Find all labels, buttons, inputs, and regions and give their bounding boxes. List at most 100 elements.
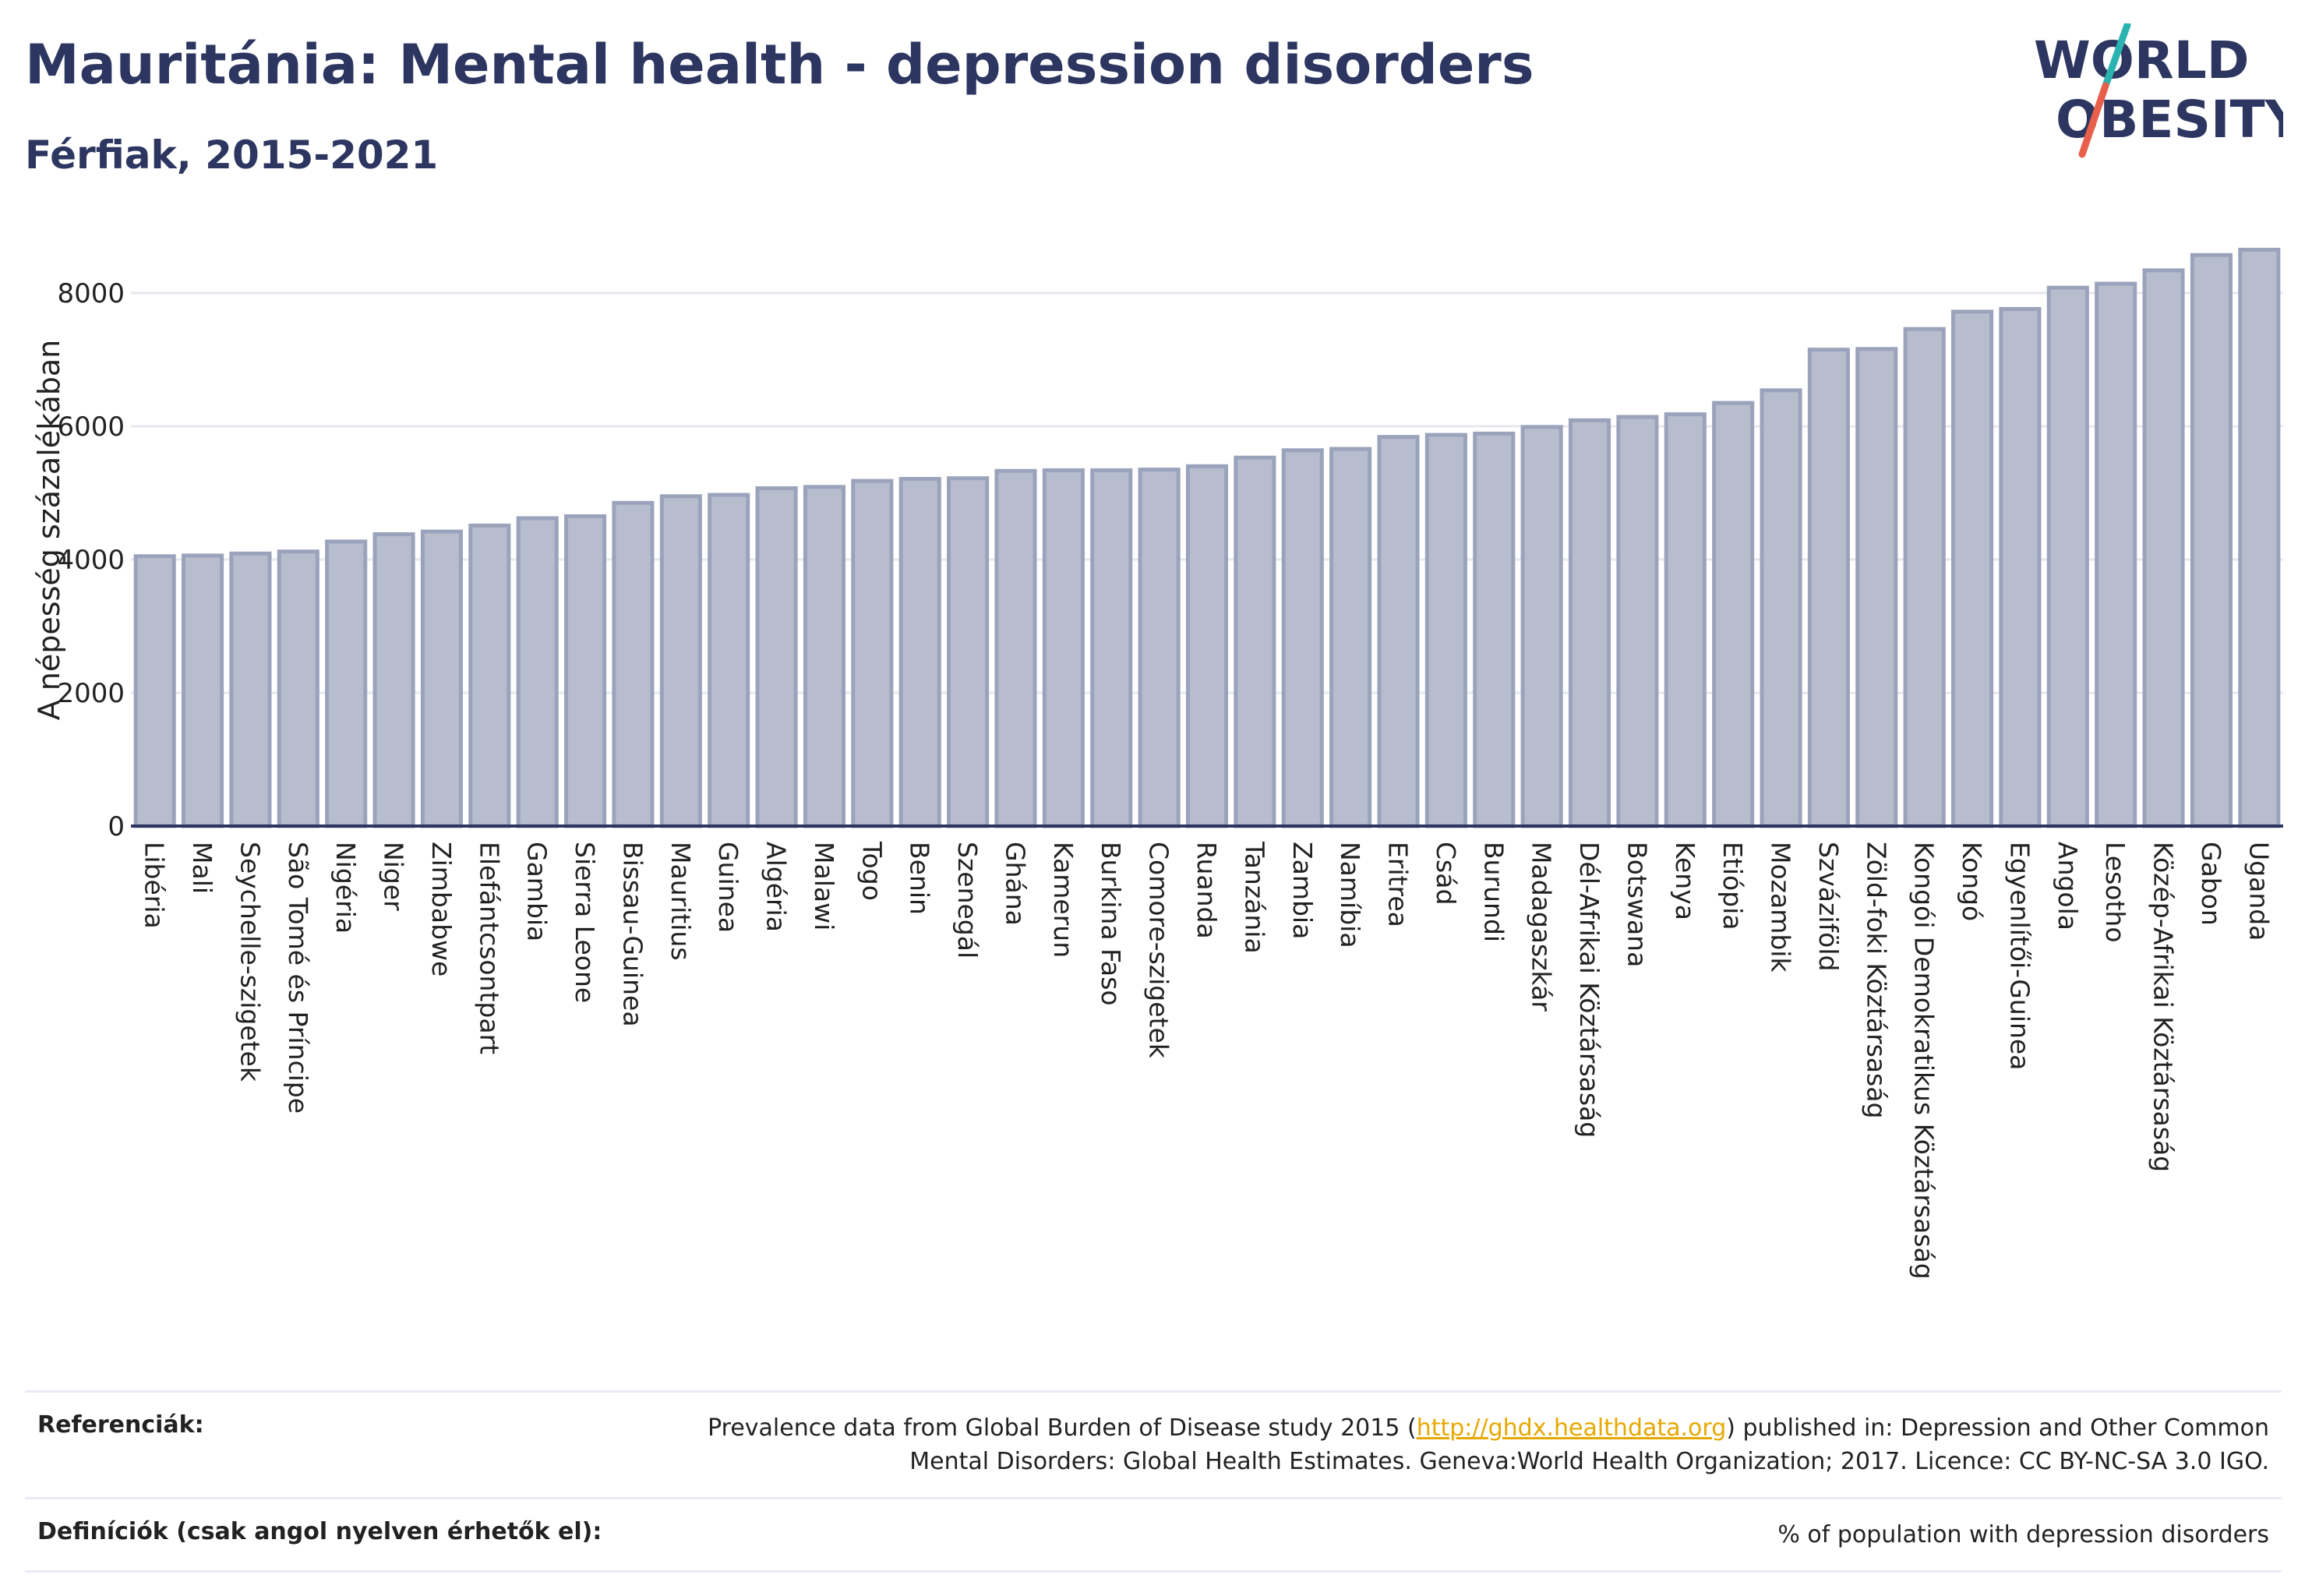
bar [1138, 468, 1181, 828]
x-tick-label: Botswana [1622, 842, 1652, 967]
x-tick-label: Ghána [1000, 842, 1030, 926]
bar [1712, 401, 1755, 828]
x-tick-label: Gabon [2196, 842, 2226, 926]
x-tick-label: Dél-Afrikai Köztársaság [1574, 842, 1604, 1138]
definitions-row: Definíciók (csak angol nyelven érhetők e… [25, 1497, 2282, 1573]
bars [133, 247, 2281, 828]
x-tick-label: Kenya [1670, 842, 1700, 920]
bar [325, 539, 368, 828]
bar [229, 551, 272, 828]
x-tick-label: Mozambik [1766, 842, 1796, 973]
x-tick-label: Kongói Demokratikus Köztársaság [1909, 842, 1940, 1280]
bar [468, 523, 511, 828]
bar [2190, 252, 2233, 828]
x-tick-label: Togo [856, 841, 887, 901]
bar [1377, 435, 1420, 828]
x-tick-label: Kongó [1957, 842, 1987, 921]
world-obesity-logo: WORLD OBESITY [2034, 23, 2283, 158]
bar [1760, 388, 1802, 828]
x-tick-label: Guinea [713, 842, 743, 933]
bar [612, 500, 655, 828]
bar [182, 553, 224, 828]
x-tick-label: Burkina Faso [1096, 842, 1126, 1006]
x-tick-label: Algéria [761, 842, 792, 932]
x-tick-labels: Libéria Mali Seychelle-szigetek São Tomé és… [139, 841, 2275, 1280]
x-tick-label: Mali [187, 842, 217, 894]
bar [1185, 464, 1229, 828]
x-tick-label: Etiópia [1717, 842, 1748, 930]
definitions-label: Definíciók (csak angol nyelven érhetők e… [37, 1518, 602, 1545]
x-tick-label: Ruanda [1191, 842, 1222, 939]
x-tick-label: Sierra Leone [570, 842, 600, 1003]
bar [1520, 425, 1563, 828]
logo-text-world: WORLD [2034, 30, 2250, 90]
page-title: Mauritánia: Mental health - depression d… [25, 33, 1534, 97]
bar [277, 549, 319, 828]
x-tick-label: Seychelle-szigetek [235, 842, 265, 1082]
references-text: Prevalence data from Global Burden of Di… [672, 1411, 2269, 1478]
bar [1473, 431, 1516, 828]
bar [564, 514, 607, 828]
bar [1329, 447, 1372, 828]
bar [372, 532, 415, 828]
bar [1424, 433, 1467, 828]
references-text-after: ) published in: Depression and Other Com… [909, 1414, 2269, 1475]
y-tick-labels: 0 2000 4000 6000 8000 [57, 278, 125, 842]
x-tick-label: Eritrea [1383, 842, 1414, 927]
page-subtitle: Férfiak, 2015-2021 [25, 132, 439, 178]
bar [1903, 327, 1946, 828]
x-tick-label: Lesotho [2100, 842, 2130, 943]
references-link[interactable]: http://ghdx.healthdata.org [1416, 1414, 1727, 1442]
bar-chart: 0 2000 4000 6000 8000 Libéria Mali Seychelle-s… [32, 247, 2283, 1280]
references-text-before: Prevalence data from Global Burden of Di… [708, 1414, 1417, 1442]
bar [1234, 455, 1276, 828]
bar [947, 476, 990, 828]
x-tick-label: Libéria [139, 842, 170, 929]
x-tick-label: Zimbabwe [426, 842, 457, 976]
bar [1281, 448, 1324, 828]
x-tick-label: Csád [1431, 842, 1461, 905]
x-tick-label: Uganda [2243, 842, 2274, 941]
x-tick-label: Madagaszkár [1527, 842, 1557, 1012]
x-tick-label: Benin [905, 842, 935, 915]
bar [420, 529, 464, 828]
logo-slash-red [2078, 82, 2109, 158]
bar [1950, 309, 1994, 828]
y-tick-label: 0 [108, 811, 125, 842]
x-tick-label: Közép-Afrikai Köztársaság [2148, 842, 2179, 1172]
x-tick-label: Mauritius [665, 842, 696, 961]
references-label: Referenciák: [37, 1411, 204, 1439]
bar [2142, 268, 2185, 828]
bar [133, 554, 176, 828]
x-tick-label: Comore-szigetek [1144, 842, 1174, 1059]
definitions-text: % of population with depression disorder… [1777, 1521, 2269, 1548]
x-tick-label: Zöld-foki Köztársaság [1861, 842, 1891, 1118]
bar [1042, 468, 1085, 828]
bar [1999, 307, 2042, 828]
y-tick-label: 4000 [57, 545, 125, 576]
x-tick-label: São Tomé és Príncipe [283, 842, 313, 1114]
bar [516, 516, 559, 828]
x-tick-label: Namíbia [1335, 842, 1365, 948]
bar [2095, 281, 2137, 828]
references-row: Referenciák: Prevalence data from Global… [25, 1390, 2282, 1497]
x-tick-label: Kamerun [1048, 842, 1078, 958]
bar [659, 494, 702, 828]
y-tick-label: 2000 [57, 678, 125, 709]
bar [1664, 412, 1707, 828]
bar [1807, 348, 1850, 828]
x-tick-label: Niger [379, 842, 409, 911]
logo-slash-teal [2102, 23, 2131, 90]
x-tick-label: Zambia [1287, 842, 1318, 939]
x-tick-label: Malawi [809, 842, 839, 930]
x-tick-label: Elefántcsontpart [474, 842, 504, 1054]
bar [2046, 285, 2089, 828]
x-tick-label: Angola [2053, 842, 2083, 930]
x-tick-label: Egyenlítői-Guinea [2004, 842, 2035, 1070]
y-tick-label: 6000 [57, 411, 125, 443]
bar [994, 468, 1037, 828]
bar [1855, 347, 1898, 828]
bar [708, 493, 750, 828]
bar [1090, 468, 1133, 828]
bar [1568, 418, 1611, 828]
